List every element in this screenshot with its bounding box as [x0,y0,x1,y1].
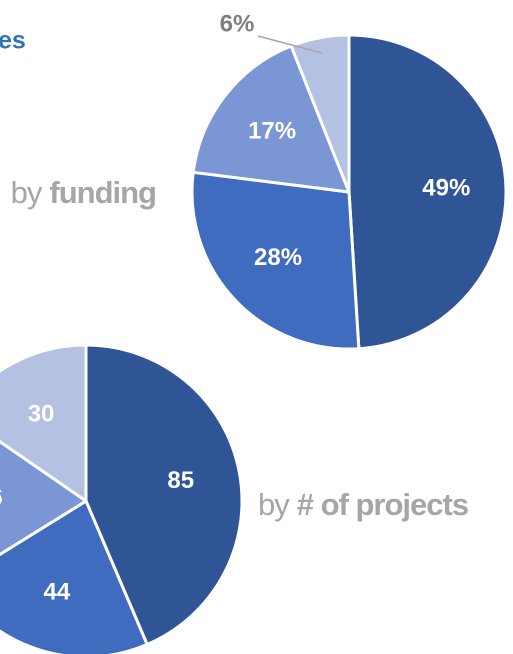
data-label: 36 [0,484,3,511]
pie-slice [0,439,88,557]
caption: by funding [11,175,156,210]
pie-slice [347,33,508,351]
pie-slice [191,44,351,194]
pie-slice [0,343,88,503]
data-label: 85 [167,467,194,494]
pie-slice [0,499,149,654]
caption: by # of projects [258,487,468,522]
pie-slice [289,33,351,194]
data-label: 17% [248,118,296,145]
title: es [0,27,26,55]
leader-line [257,35,323,54]
pie-slice [190,170,361,351]
data-label: 49% [422,174,470,201]
data-label: 44 [44,579,71,606]
data-label: 28% [254,244,302,271]
pie-slice [84,343,244,647]
data-label: 30 [28,401,55,428]
caption-text: by [258,487,290,522]
data-label: 6% [220,10,255,37]
caption-bold: funding [49,175,156,210]
caption-text: by [11,175,43,210]
caption-bold: # of projects [297,487,468,522]
